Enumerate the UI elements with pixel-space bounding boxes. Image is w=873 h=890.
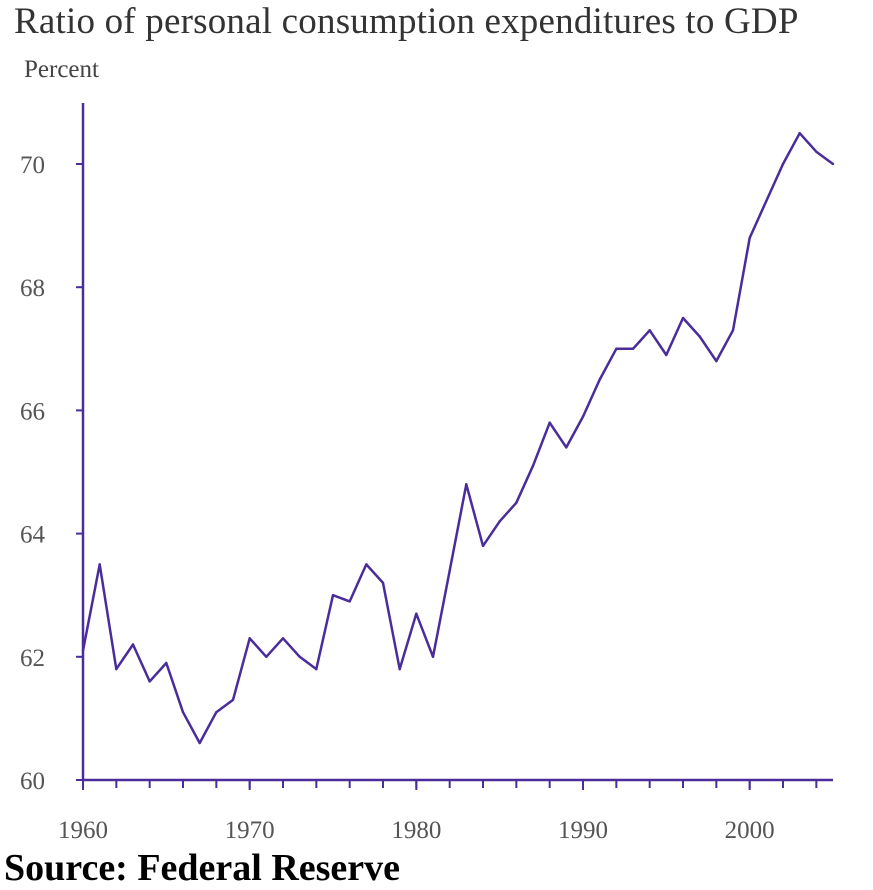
data-point <box>231 698 235 702</box>
data-point <box>648 329 651 332</box>
data-point <box>115 667 118 671</box>
x-tick-label: 1990 <box>558 817 608 844</box>
data-point <box>465 483 468 486</box>
data-point <box>181 711 185 714</box>
data-point <box>698 335 701 338</box>
data-point <box>715 359 718 363</box>
data-point <box>315 667 318 671</box>
data-point <box>681 316 685 320</box>
y-tick-label: 70 <box>20 152 45 179</box>
y-unit-label: Percent <box>24 56 99 83</box>
series-line <box>81 131 834 745</box>
data-point <box>665 353 668 357</box>
data-point <box>198 741 201 745</box>
data-point <box>598 378 601 381</box>
data-point <box>781 162 785 166</box>
x-tick-label: 1970 <box>225 817 275 844</box>
x-tick-label: 1980 <box>391 817 441 844</box>
data-point <box>498 520 501 523</box>
data-point <box>531 464 535 468</box>
y-tick-label: 68 <box>20 275 45 302</box>
data-point <box>431 655 435 658</box>
data-point <box>731 329 735 332</box>
y-tick-label: 62 <box>20 645 45 672</box>
data-point <box>81 649 85 652</box>
data-point <box>448 569 451 572</box>
data-point <box>248 637 251 640</box>
chart-title: Ratio of personal consumption expenditur… <box>14 1 799 42</box>
data-point <box>631 347 635 350</box>
data-point <box>565 446 568 449</box>
data-point <box>131 643 135 646</box>
data-point <box>481 544 485 548</box>
data-point <box>748 236 751 240</box>
data-point <box>831 162 835 166</box>
data-point <box>765 199 768 203</box>
data-point <box>298 655 301 658</box>
data-point <box>515 501 518 504</box>
ticks-group <box>76 163 818 790</box>
x-tick-label: 2000 <box>725 817 775 844</box>
x-tick-label: 1960 <box>58 817 108 844</box>
data-point <box>215 711 218 714</box>
data-point <box>265 655 268 658</box>
data-point <box>281 637 285 640</box>
data-point <box>98 563 101 566</box>
data-point <box>415 612 418 615</box>
data-point <box>148 680 151 683</box>
y-tick-label: 60 <box>20 768 45 795</box>
data-point <box>798 132 801 135</box>
data-point <box>815 150 818 153</box>
source-note: Source: Federal Reserve <box>4 847 401 889</box>
axes-group <box>81 103 833 782</box>
data-point <box>615 347 618 350</box>
data-point <box>365 563 368 566</box>
series-group <box>81 131 835 745</box>
data-point <box>581 415 585 418</box>
data-point <box>348 600 351 603</box>
data-point <box>381 581 385 585</box>
y-tick-label: 66 <box>20 398 45 425</box>
data-point <box>165 661 168 665</box>
data-point <box>548 421 551 424</box>
y-tick-label: 64 <box>20 522 46 549</box>
data-point <box>398 667 401 671</box>
tick-labels-group: 60 62 64 66 68 70 1960 1970 1980 1990 2000 <box>20 152 775 844</box>
data-point <box>331 594 335 597</box>
